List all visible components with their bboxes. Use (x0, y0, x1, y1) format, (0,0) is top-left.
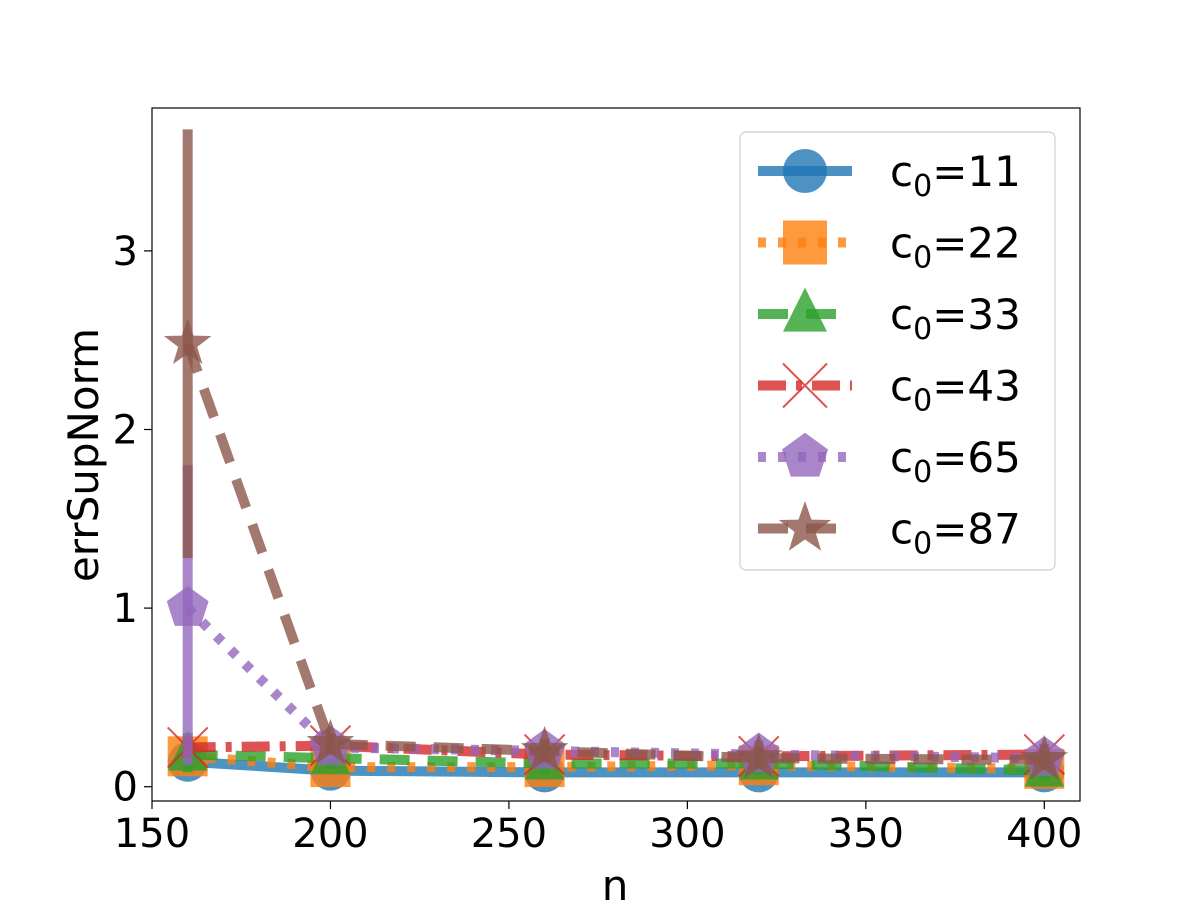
legend-label-subscript: 0 (913, 312, 932, 347)
legend-label-prefix: c (890, 505, 913, 554)
legend-item: c0=87 (758, 501, 1021, 562)
legend-label-prefix: c (890, 433, 913, 482)
y-tick-label: 1 (113, 586, 138, 632)
legend-label: c0=43 (890, 362, 1021, 419)
x-tick-label: 250 (471, 811, 547, 857)
legend-marker (782, 362, 828, 409)
plot-frame (151, 107, 1081, 802)
legend-label-prefix: c (890, 362, 913, 411)
legend-label: c0=87 (890, 505, 1021, 562)
legend-label-suffix: =87 (932, 505, 1021, 554)
legend-label: c0=11 (890, 147, 1021, 204)
data-point (734, 733, 783, 779)
x-axis-title: n (602, 861, 629, 900)
series-line (184, 604, 1045, 764)
legend-label: c0=22 (890, 219, 1021, 276)
y-tick-label: 0 (113, 765, 138, 811)
x-axis: 150 200 250 300 350 400 (114, 801, 1082, 857)
legend-label-subscript: 0 (913, 455, 932, 490)
data-point (306, 718, 355, 765)
legend-label-prefix: c (890, 219, 913, 268)
legend-label-prefix: c (890, 290, 913, 339)
legend-label-prefix: c (890, 147, 913, 196)
legend-marker (778, 501, 832, 551)
y-axis: 0 1 2 3 (113, 229, 152, 811)
legend-marker (783, 220, 827, 265)
legend-label-subscript: 0 (913, 527, 932, 562)
x-tick-label: 400 (1006, 811, 1082, 857)
legend-item: c0=33 (758, 287, 1021, 347)
y-tick-label: 3 (113, 229, 138, 275)
legend-label-suffix: =33 (932, 290, 1021, 339)
x-tick-label: 200 (292, 811, 368, 857)
data-point (163, 318, 212, 364)
data-point (166, 586, 209, 626)
legend-label-suffix: =43 (932, 362, 1021, 411)
legend-item: c0=22 (758, 219, 1021, 276)
data-point (1020, 734, 1069, 781)
y-axis-title: errSupNorm (59, 328, 108, 582)
series-layer (163, 129, 1069, 793)
x-tick-label: 300 (649, 811, 725, 857)
legend-marker (783, 287, 827, 332)
y-tick-label: 2 (113, 407, 138, 453)
legend-item: c0=65 (758, 432, 1021, 490)
legend-marker (781, 432, 829, 477)
x-tick-label: 350 (828, 811, 904, 857)
legend-label-subscript: 0 (913, 241, 932, 276)
x-tick-label: 150 (114, 811, 190, 857)
series-line (187, 751, 1045, 774)
legend-marker (783, 149, 827, 193)
legend-label-suffix: =11 (932, 147, 1021, 196)
legend-item: c0=43 (758, 362, 1021, 419)
series-6 (163, 129, 1069, 781)
legend-item: c0=11 (758, 147, 1021, 204)
legend-label-subscript: 0 (913, 384, 932, 419)
legend-label: c0=65 (890, 433, 1021, 490)
legend-label-suffix: =22 (932, 219, 1021, 268)
data-point (520, 725, 569, 772)
legend-label-suffix: =65 (932, 433, 1021, 482)
legend-label: c0=33 (890, 290, 1021, 347)
legend-label-subscript: 0 (913, 169, 932, 204)
